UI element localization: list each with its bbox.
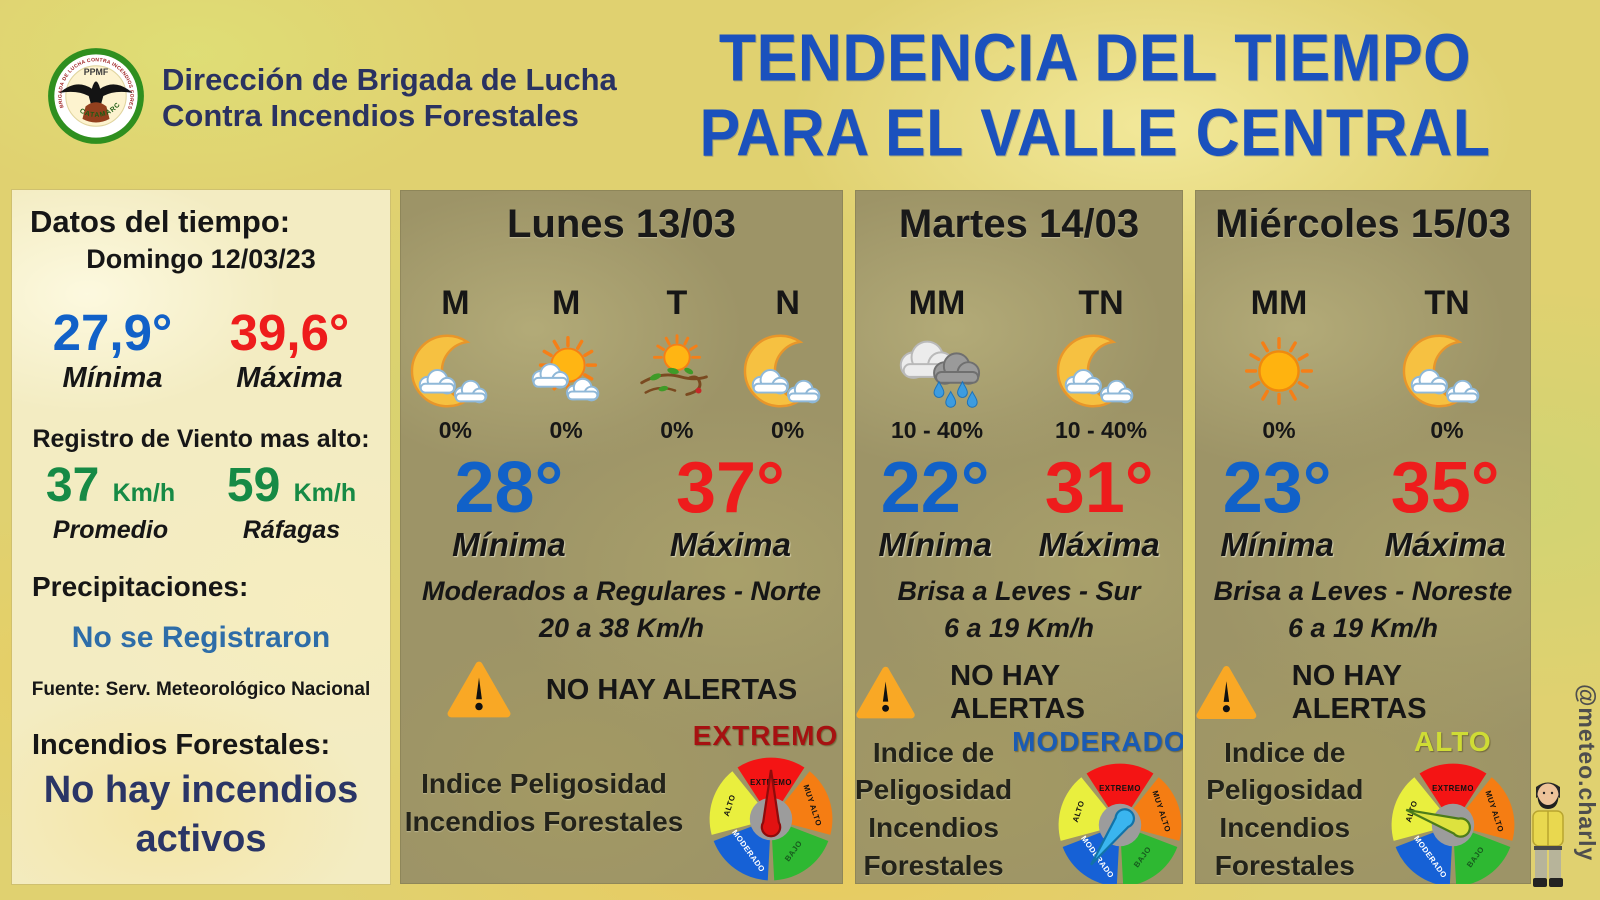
day-card-lunes: Lunes 13/03 M 0% M xyxy=(400,190,843,884)
period: TN 10 - 40% xyxy=(1054,284,1148,444)
period: T 0% xyxy=(630,284,724,444)
fire-danger-index-label: Indice Peligosidad Incendios Forestales xyxy=(404,768,684,838)
warning-icon xyxy=(447,661,511,718)
wind-speed-range: 20 a 38 Km/h xyxy=(538,613,705,644)
danger-level: MODERADO xyxy=(1012,726,1183,758)
alert-status: NO HAY ALERTAS xyxy=(1291,660,1427,726)
forecast-max: 31° Máxima xyxy=(1038,448,1160,564)
precip-probability: 10 - 40% xyxy=(890,417,984,444)
day-card-martes: Martes 14/03 MM 10 - 40% TN xyxy=(855,190,1183,884)
wind-gusts: 59 Km/h Ráfagas xyxy=(226,459,357,545)
wind-forecast: Moderados a Regulares - Norte xyxy=(421,576,822,607)
period: M 0% xyxy=(408,284,502,444)
wind-average: 37 Km/h Promedio xyxy=(45,459,176,545)
fire-danger-gauge: MODERADO EXTREMO ALTO MODERADO BAJO MUY … xyxy=(1012,726,1183,884)
observed-max-temp: 39,6° Máxima xyxy=(229,304,350,394)
forecast-max: 35° Máxima xyxy=(1384,448,1506,564)
gauge-needle xyxy=(760,769,782,838)
forecast-min: 22° Mínima xyxy=(878,448,992,564)
author-credit: @meteo.charly xyxy=(1525,684,1600,896)
precipitation-value: No se Registraron xyxy=(71,621,331,654)
periods-row: MM 0% TN 0% xyxy=(1195,284,1531,444)
danger-gauge-dial: EXTREMO ALTO MODERADO BAJO MUY ALTO xyxy=(1391,763,1515,884)
precip-probability: 0% xyxy=(438,417,472,444)
danger-gauge-dial: EXTREMO ALTO MODERADO BAJO MUY ALTO xyxy=(1058,763,1182,884)
day-title: Lunes 13/03 xyxy=(506,202,736,246)
period: MM 0% xyxy=(1232,284,1326,444)
wind-record-title: Registro de Viento mas alto: xyxy=(32,425,370,453)
sun-icon xyxy=(1232,327,1326,415)
brigade-logo: BRIGADA DE LUCHA CONTRA INCENDIOS FOREST… xyxy=(46,46,144,144)
danger-level: ALTO xyxy=(1413,726,1492,758)
observed-min-temp: 27,9° Mínima xyxy=(52,304,173,394)
social-handle: @meteo.charly xyxy=(1574,684,1600,862)
period: N 0% xyxy=(741,284,835,444)
periods-row: M 0% M 0% T xyxy=(400,284,843,444)
warning-icon xyxy=(856,666,915,719)
precip-probability: 10 - 40% xyxy=(1054,417,1148,444)
observation-date: Domingo 12/03/23 xyxy=(86,244,316,274)
precip-probability: 0% xyxy=(1262,417,1296,444)
moon-clouds-icon xyxy=(1400,327,1494,415)
wind-forecast: Brisa a Leves - Noreste xyxy=(1213,576,1513,607)
day-title: Miércoles 15/03 xyxy=(1215,202,1511,246)
rain-clouds-icon xyxy=(890,327,984,415)
forecast-min: 23° Mínima xyxy=(1220,448,1334,564)
moon-clouds-icon xyxy=(408,327,502,415)
alert-status: NO HAY ALERTAS xyxy=(950,660,1085,726)
day-card-miercoles: Miércoles 15/03 MM 0% TN 0% xyxy=(1195,190,1531,884)
day-title: Martes 14/03 xyxy=(898,202,1140,246)
moon-clouds-icon xyxy=(741,327,835,415)
wind-forecast: Brisa a Leves - Sur xyxy=(897,576,1141,607)
precip-probability: 0% xyxy=(771,417,805,444)
fire-danger-index-label: Indice de Peligosidad Incendios Forestal… xyxy=(1206,736,1364,881)
fire-danger-index-label: Indice de Peligosidad Incendios Forestal… xyxy=(855,736,1013,881)
forecast-max: 37° Máxima xyxy=(669,448,791,564)
org-line-1: Dirección de Brigada de Lucha xyxy=(162,62,617,97)
moon-clouds-icon xyxy=(1054,327,1148,415)
period: TN 0% xyxy=(1400,284,1494,444)
current-data-panel: Datos del tiempo: Domingo 12/03/23 27,9°… xyxy=(12,190,390,884)
data-source: Fuente: Serv. Meteorológico Nacional xyxy=(31,679,371,700)
condor-icon xyxy=(59,81,133,113)
forecast-min: 28° Mínima xyxy=(452,448,566,564)
title-line-1: TENDENCIA DEL TIEMPO xyxy=(718,20,1472,95)
danger-gauge-dial: EXTREMO ALTO MODERADO BAJO MUY ALTO xyxy=(709,757,833,881)
precip-probability: 0% xyxy=(549,417,583,444)
forecast-days: Lunes 13/03 M 0% M xyxy=(400,190,1531,884)
sun-clouds-icon xyxy=(519,327,613,415)
wind-speed-range: 6 a 19 Km/h xyxy=(1287,613,1439,644)
fire-danger-gauge: ALTO EXTREMO ALTO MODERADO BAJO MUY ALTO xyxy=(1386,726,1520,884)
period: M 0% xyxy=(519,284,613,444)
fires-status: No hay incendios activos xyxy=(43,769,359,861)
wind-speed-range: 6 a 19 Km/h xyxy=(943,613,1095,644)
alert-status: NO HAY ALERTAS xyxy=(545,673,798,706)
svg-text:EXTREMO: EXTREMO xyxy=(1432,784,1474,793)
poster-title: TENDENCIA DEL TIEMPO PARA EL VALLE CENTR… xyxy=(610,20,1580,170)
gauge-needle xyxy=(1405,808,1471,838)
danger-level: EXTREMO xyxy=(692,720,839,752)
period: MM 10 - 40% xyxy=(890,284,984,444)
warning-icon xyxy=(1196,666,1257,720)
precipitation-title: Precipitaciones: xyxy=(32,571,249,602)
precip-probability: 0% xyxy=(660,417,694,444)
organization-name: Dirección de Brigada de Lucha Contra Inc… xyxy=(162,62,642,134)
panel-title: Datos del tiempo: xyxy=(30,204,291,239)
fires-title: Incendios Forestales: xyxy=(32,729,331,761)
fire-danger-gauge: EXTREMO EXTREMO ALTO MODERADO BAJO MUY A… xyxy=(693,720,838,884)
sun-wind-icon xyxy=(630,327,724,415)
org-line-2: Contra Incendios Forestales xyxy=(162,97,579,133)
precip-probability: 0% xyxy=(1430,417,1464,444)
logo-acronym: PPMF xyxy=(84,67,109,77)
title-line-2: PARA EL VALLE CENTRAL xyxy=(699,95,1491,170)
svg-text:EXTREMO: EXTREMO xyxy=(1099,784,1141,793)
forecaster-avatar xyxy=(1532,782,1564,887)
gauge-needle xyxy=(1089,808,1135,866)
periods-row: MM 10 - 40% TN xyxy=(855,284,1183,444)
